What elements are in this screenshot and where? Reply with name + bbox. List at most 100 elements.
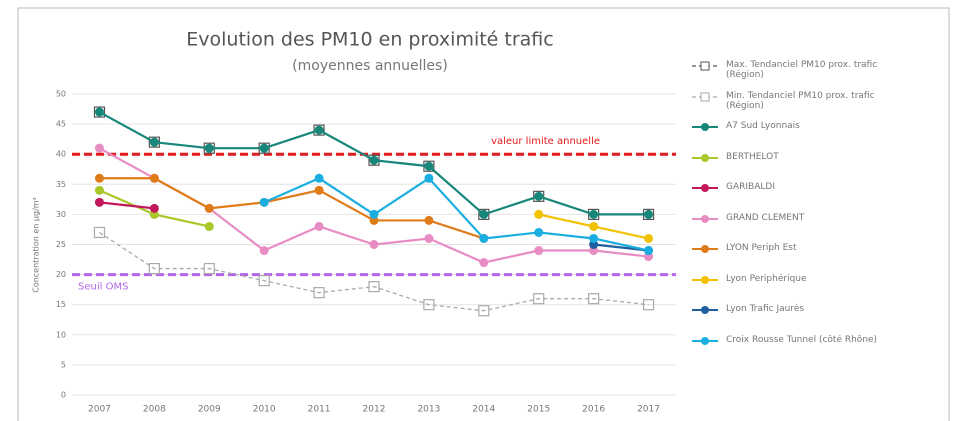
- y-tick-label: 20: [56, 270, 66, 279]
- legend-entry: Croix Rousse Tunnel (côté Rhône): [690, 335, 930, 366]
- legend-marker: [701, 306, 709, 314]
- y-tick-label: 35: [56, 180, 66, 189]
- data-point: [314, 185, 324, 195]
- legend-label: Max. Tendanciel PM10 prox. trafic (Régio…: [726, 60, 878, 80]
- y-tick-label: 40: [56, 150, 66, 159]
- legend-marker: [701, 336, 709, 345]
- data-point: [534, 227, 544, 237]
- legend-entry: LYON Periph Est: [690, 243, 930, 274]
- legend-marker: [700, 61, 710, 71]
- data-point: [423, 299, 435, 311]
- data-point: [589, 233, 599, 243]
- legend-label: GRAND CLEMENT: [726, 212, 805, 223]
- y-tick-label: 0: [61, 391, 66, 400]
- legend-icon: [692, 336, 718, 345]
- data-point: [313, 124, 325, 136]
- data-point: [424, 215, 434, 225]
- legend-marker: [701, 214, 709, 223]
- data-point: [589, 221, 599, 231]
- data-point: [479, 233, 489, 243]
- data-point: [479, 209, 489, 219]
- data-point: [94, 185, 104, 195]
- legend-label: GARIBALDI: [726, 182, 775, 192]
- x-tick-label: 2015: [527, 405, 550, 415]
- chart-title: Evolution des PM10 en proximité trafic: [186, 29, 553, 51]
- data-point: [534, 209, 544, 219]
- legend-marker: [701, 184, 709, 192]
- data-point: [149, 203, 159, 213]
- y-tick-label: 10: [56, 330, 66, 339]
- y-tick-label: 25: [56, 240, 66, 249]
- legend-label: Lyon Periphérique: [726, 273, 807, 284]
- legend-entry: A7 Sud Lyonnais: [690, 121, 930, 152]
- chart-subtitle: (moyennes annuelles): [292, 58, 448, 74]
- legend-marker: [700, 92, 710, 101]
- reference-label: valeur limite annuelle: [491, 136, 600, 147]
- data-point: [642, 299, 655, 311]
- data-point: [94, 107, 104, 117]
- legend-entry: Lyon Trafic Jaurès: [690, 304, 930, 335]
- legend-entry: Lyon Periphérique: [690, 274, 930, 305]
- legend-marker: [701, 153, 709, 162]
- data-point: [369, 209, 379, 219]
- data-point: [204, 143, 214, 153]
- legend-entry: Min. Tendanciel PM10 prox. trafic (Régio…: [690, 91, 930, 122]
- legend-entry: GRAND CLEMENT: [690, 213, 930, 244]
- data-point: [258, 275, 270, 287]
- legend-label: BERTHELOT: [726, 151, 779, 162]
- legend-label: Croix Rousse Tunnel (côté Rhône): [726, 334, 878, 345]
- data-point: [533, 293, 545, 305]
- y-tick-label: 50: [56, 90, 66, 99]
- x-tick-label: 2011: [308, 405, 331, 415]
- y-tick-label: 5: [61, 360, 66, 369]
- x-tick-label: 2010: [253, 405, 276, 415]
- data-point: [93, 226, 106, 239]
- data-point: [93, 106, 106, 118]
- series-line: [99, 201, 155, 210]
- x-tick-label: 2012: [363, 405, 386, 415]
- legend-icon: [692, 306, 718, 314]
- x-tick-label: 2017: [637, 405, 660, 415]
- x-tick-label: 2016: [582, 405, 605, 415]
- data-point: [259, 197, 269, 207]
- legend-label: Lyon Trafic Jaurès: [726, 304, 805, 314]
- data-point: [259, 143, 269, 153]
- data-point: [314, 221, 324, 231]
- data-point: [424, 233, 434, 243]
- legend-icon: [692, 214, 718, 223]
- data-point: [149, 173, 159, 183]
- data-point: [534, 191, 544, 201]
- data-point: [204, 203, 214, 213]
- data-point: [148, 262, 160, 275]
- data-point: [644, 209, 654, 219]
- data-point: [424, 173, 434, 183]
- y-axis-label: Concentration en µg/m³: [32, 197, 41, 293]
- data-point: [644, 233, 654, 243]
- legend-marker: [701, 275, 709, 284]
- data-point: [424, 161, 434, 171]
- series-line: [99, 177, 485, 240]
- data-point: [313, 287, 325, 299]
- x-tick-label: 2013: [417, 405, 440, 415]
- legend-marker: [701, 245, 709, 253]
- data-point: [259, 246, 269, 256]
- data-point: [314, 173, 324, 183]
- data-point: [478, 208, 490, 220]
- data-point: [94, 197, 104, 207]
- data-point: [534, 246, 544, 256]
- data-point: [644, 246, 654, 256]
- data-point: [203, 262, 215, 275]
- reference-label: Seuil OMS: [78, 282, 128, 293]
- x-tick-label: 2014: [472, 405, 495, 415]
- data-point: [204, 221, 214, 231]
- data-point: [314, 125, 324, 135]
- legend-marker: [701, 123, 709, 131]
- legend-label: LYON Periph Est: [726, 243, 797, 253]
- chart-frame: [17, 7, 950, 421]
- legend-icon: [692, 61, 718, 71]
- legend-icon: [692, 92, 718, 101]
- legend-icon: [692, 123, 718, 131]
- legend-entry: BERTHELOT: [690, 152, 930, 183]
- data-point: [589, 209, 599, 219]
